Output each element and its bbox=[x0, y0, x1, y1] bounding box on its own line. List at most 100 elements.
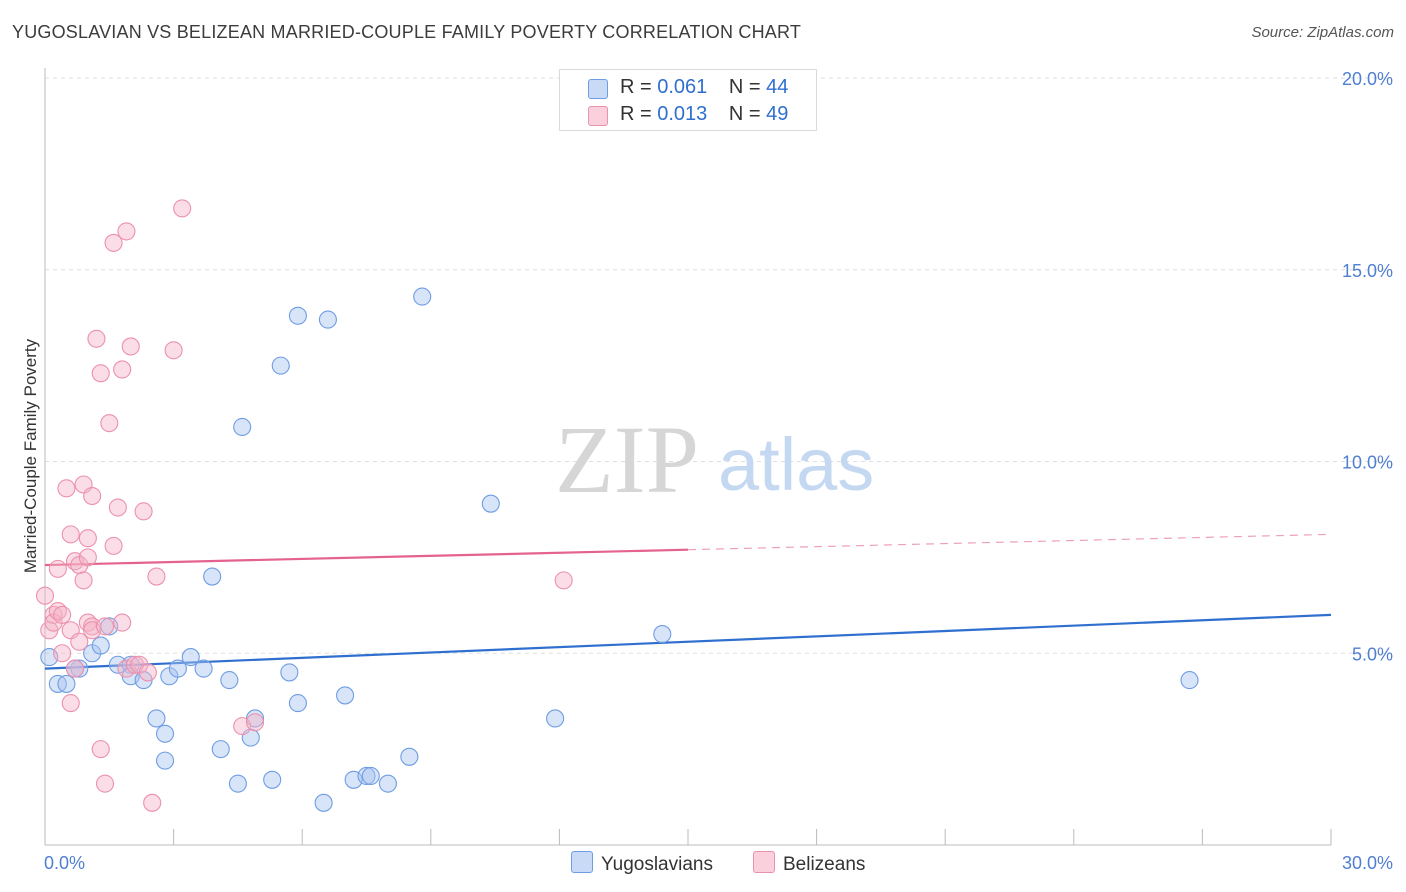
data-point bbox=[164, 341, 183, 360]
data-point bbox=[378, 774, 397, 793]
x-tick-label-min: 0.0% bbox=[44, 853, 85, 873]
legend-n-label: N = bbox=[728, 103, 767, 125]
data-point bbox=[245, 713, 265, 732]
axes bbox=[44, 68, 1332, 846]
data-point bbox=[220, 671, 239, 690]
y-tick-label: 10.0% bbox=[1342, 453, 1393, 473]
watermark: ZIP atlas bbox=[555, 406, 874, 513]
data-points bbox=[35, 199, 1199, 812]
legend-r-label: R = bbox=[620, 76, 658, 98]
data-point bbox=[104, 536, 123, 555]
data-point bbox=[173, 199, 192, 218]
data-point bbox=[61, 525, 80, 544]
trend-line bbox=[44, 548, 689, 567]
data-point bbox=[134, 502, 153, 521]
data-point bbox=[271, 356, 290, 375]
data-point bbox=[57, 674, 76, 693]
y-tick-label: 20.0% bbox=[1342, 69, 1393, 89]
grid-lines bbox=[45, 77, 1392, 654]
data-point bbox=[143, 793, 162, 812]
trend-line bbox=[44, 613, 1332, 670]
data-point bbox=[194, 659, 213, 678]
data-point bbox=[211, 740, 230, 759]
data-point bbox=[288, 694, 307, 713]
data-point bbox=[53, 644, 72, 663]
data-point bbox=[100, 414, 119, 433]
data-point bbox=[83, 617, 102, 636]
data-point bbox=[168, 659, 187, 678]
data-point bbox=[481, 494, 500, 513]
y-tick-label: 15.0% bbox=[1342, 261, 1393, 281]
data-point bbox=[53, 605, 72, 624]
data-point bbox=[400, 747, 419, 766]
legend-swatch-blue bbox=[571, 851, 593, 873]
legend-swatch-blue bbox=[588, 79, 608, 99]
data-point bbox=[91, 740, 110, 759]
data-point bbox=[314, 793, 333, 812]
watermark-zip: ZIP bbox=[555, 406, 699, 513]
data-point bbox=[336, 686, 355, 705]
data-point bbox=[104, 233, 123, 252]
watermark-atlas: atlas bbox=[718, 423, 874, 506]
legend-label: Yugoslavians bbox=[601, 854, 713, 875]
legend-swatch-pink bbox=[753, 851, 775, 873]
data-point bbox=[233, 417, 252, 437]
legend-r-label: R = bbox=[620, 103, 658, 125]
data-point bbox=[280, 663, 299, 682]
trend-lines bbox=[44, 533, 1332, 670]
data-point bbox=[155, 751, 175, 770]
legend-item-yugoslavians: Yugoslavians bbox=[571, 851, 713, 876]
legend-r-value: 0.013 bbox=[657, 103, 708, 125]
data-point bbox=[121, 337, 140, 356]
data-point bbox=[48, 559, 67, 578]
tick-labels: 5.0% 10.0% 15.0% 20.0% 0.0% 30.0% bbox=[44, 69, 1393, 873]
legend-item-belizeans: Belizeans bbox=[753, 851, 865, 876]
data-point bbox=[288, 306, 307, 325]
legend-row-yugoslavians: R = 0.061 N = 44 bbox=[588, 76, 788, 99]
data-point bbox=[78, 548, 97, 567]
data-point bbox=[35, 586, 55, 605]
data-point bbox=[87, 329, 106, 348]
y-axis-title: Married-Couple Family Poverty bbox=[21, 338, 40, 573]
data-point bbox=[318, 310, 337, 329]
data-point bbox=[70, 659, 89, 678]
data-point bbox=[95, 617, 115, 636]
data-point bbox=[117, 222, 136, 241]
legend-row-belizeans: R = 0.013 N = 49 bbox=[588, 103, 788, 126]
legend-swatch-pink bbox=[588, 106, 608, 126]
data-point bbox=[357, 766, 376, 786]
data-point bbox=[147, 709, 166, 728]
y-tick-label: 5.0% bbox=[1352, 644, 1393, 664]
legend-label: Belizeans bbox=[783, 854, 866, 875]
data-point bbox=[78, 529, 97, 548]
data-point bbox=[113, 360, 132, 379]
data-point bbox=[653, 625, 672, 644]
data-point bbox=[263, 770, 282, 789]
data-point bbox=[95, 774, 115, 793]
data-point bbox=[138, 663, 157, 682]
data-point bbox=[554, 571, 573, 590]
data-point bbox=[181, 648, 200, 667]
legend-r-value: 0.061 bbox=[657, 76, 708, 98]
data-point bbox=[91, 636, 110, 655]
legend-n-value: 44 bbox=[766, 76, 789, 98]
data-point bbox=[65, 659, 85, 678]
data-point bbox=[57, 479, 76, 498]
trend-line-extension bbox=[687, 533, 1332, 551]
data-point bbox=[74, 571, 93, 590]
data-point bbox=[1180, 671, 1199, 690]
chart-title: YUGOSLAVIAN VS BELIZEAN MARRIED-COUPLE F… bbox=[12, 22, 802, 42]
data-point bbox=[83, 486, 102, 506]
data-point bbox=[155, 724, 175, 743]
data-point bbox=[413, 287, 432, 306]
x-tick-label-max: 30.0% bbox=[1342, 853, 1393, 873]
data-point bbox=[108, 498, 127, 517]
data-point bbox=[61, 694, 80, 713]
data-point bbox=[361, 766, 380, 786]
source-credit: Source: ZipAtlas.com bbox=[1251, 24, 1394, 41]
data-point bbox=[70, 632, 89, 651]
data-point bbox=[228, 774, 247, 793]
legend-n-value: 49 bbox=[766, 103, 789, 125]
correlation-legend: R = 0.061 N = 44 R = 0.013 N = 49 bbox=[559, 69, 817, 131]
data-point bbox=[546, 709, 565, 728]
